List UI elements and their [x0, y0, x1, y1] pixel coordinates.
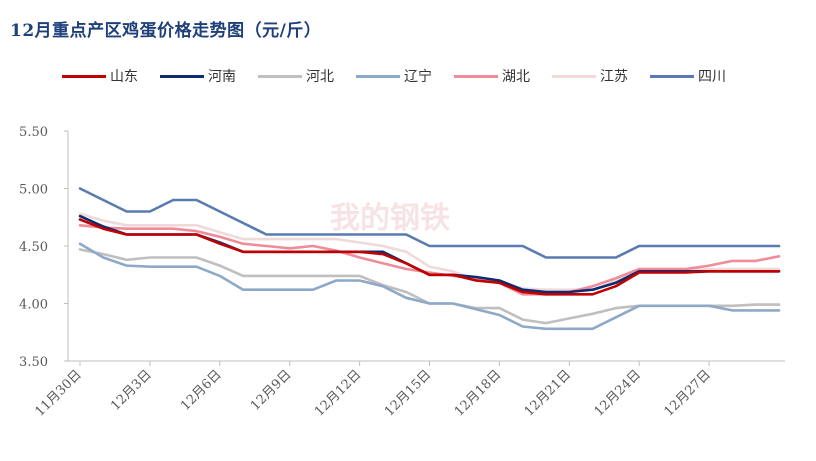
legend-swatch	[258, 74, 302, 78]
x-tick-label: 12月12日	[312, 367, 364, 419]
chart-legend: 山东 河南 河北 辽宁 湖北 江苏 四川	[62, 66, 748, 86]
chart-title: 12月重点产区鸡蛋价格走势图（元/斤）	[10, 21, 322, 41]
legend-swatch	[552, 74, 596, 78]
x-tick-label: 12月3日	[108, 367, 155, 414]
legend-label: 河北	[306, 69, 334, 85]
legend-item: 湖北	[454, 66, 530, 86]
watermark-text: 我的钢铁	[330, 201, 450, 236]
series-line-山东	[78, 218, 781, 296]
x-tick-label: 12月15日	[382, 367, 434, 419]
x-tick-label: 12月6日	[178, 367, 225, 414]
y-tick-label: 3.50	[19, 355, 48, 370]
x-tick-label: 12月24日	[592, 367, 644, 419]
x-tick-label: 12月21日	[522, 367, 574, 419]
legend-swatch	[454, 74, 498, 78]
x-tick-label: 12月27日	[662, 367, 714, 419]
y-tick-label: 5.00	[19, 183, 48, 198]
series-line-四川	[78, 187, 781, 259]
series-line-湖北	[78, 224, 781, 296]
legend-label: 辽宁	[404, 69, 432, 85]
legend-swatch	[62, 74, 106, 78]
legend-swatch	[160, 74, 204, 78]
x-tick-label: 12月9日	[248, 367, 295, 414]
legend-item: 河南	[160, 66, 236, 86]
legend-item: 四川	[650, 66, 726, 86]
y-tick-label: 4.50	[19, 240, 48, 255]
legend-item: 辽宁	[356, 66, 432, 86]
y-tick-label: 4.00	[19, 298, 48, 313]
legend-swatch	[356, 74, 400, 78]
legend-label: 湖北	[502, 69, 530, 85]
legend-item: 河北	[258, 66, 334, 86]
legend-item: 山东	[62, 66, 138, 86]
legend-item: 江苏	[552, 66, 628, 86]
legend-swatch	[650, 74, 694, 78]
legend-label: 山东	[110, 69, 138, 85]
x-tick-label: 11月30日	[32, 367, 84, 419]
series-line-河北	[78, 248, 781, 325]
legend-label: 四川	[698, 69, 726, 85]
y-tick-label: 5.50	[19, 125, 48, 140]
series-line-辽宁	[78, 242, 781, 331]
legend-label: 江苏	[600, 69, 628, 85]
legend-label: 河南	[208, 69, 236, 85]
x-tick-label: 12月18日	[452, 367, 504, 419]
